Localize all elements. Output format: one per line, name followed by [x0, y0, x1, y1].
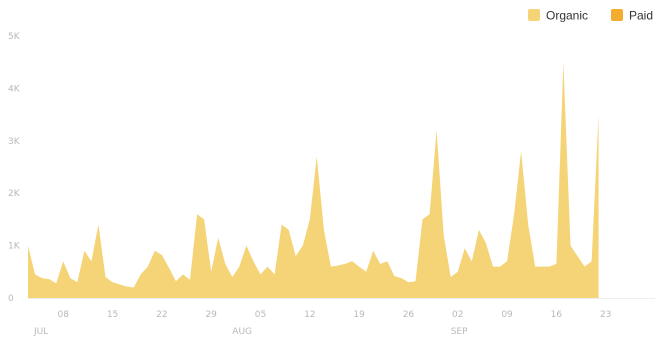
legend-swatch — [528, 9, 540, 21]
x-tick-label: 19 — [353, 310, 365, 320]
x-tick-label: 08 — [57, 310, 69, 320]
x-axis: 08 15 22 29 05 12 19 26 02 09 16 23 JUL AUG SEP — [28, 298, 655, 337]
x-tick-label: 09 — [501, 310, 513, 320]
x-month-label: SEP — [451, 327, 468, 337]
y-tick-label: 2K — [8, 189, 21, 199]
x-tick-label: 26 — [403, 310, 415, 320]
series-area-organic — [28, 62, 599, 299]
legend-item-organic[interactable]: Organic — [528, 9, 588, 23]
legend-item-paid[interactable]: Paid — [611, 9, 653, 23]
legend: Organic Paid — [528, 9, 653, 23]
legend-swatch — [611, 9, 623, 21]
x-tick-label: 05 — [255, 310, 266, 320]
series-areas — [28, 62, 599, 299]
x-tick-label: 12 — [304, 310, 315, 320]
y-tick-label: 3K — [8, 137, 21, 147]
y-axis: 0 1K 2K 3K 4K 5K — [8, 32, 21, 304]
x-month-label: AUG — [232, 327, 252, 337]
legend-label: Paid — [629, 9, 653, 23]
x-tick-label: 22 — [156, 310, 167, 320]
x-tick-label: 02 — [452, 310, 463, 320]
x-tick-label: 16 — [551, 310, 563, 320]
y-tick-label: 5K — [8, 32, 21, 42]
legend-label: Organic — [546, 9, 588, 23]
x-month-label: JUL — [33, 327, 48, 337]
x-tick-label: 15 — [107, 310, 118, 320]
y-tick-label: 0 — [8, 294, 14, 304]
y-tick-label: 1K — [8, 242, 21, 252]
y-tick-label: 4K — [8, 84, 21, 94]
x-tick-label: 23 — [600, 310, 611, 320]
x-tick-label: 29 — [205, 310, 217, 320]
